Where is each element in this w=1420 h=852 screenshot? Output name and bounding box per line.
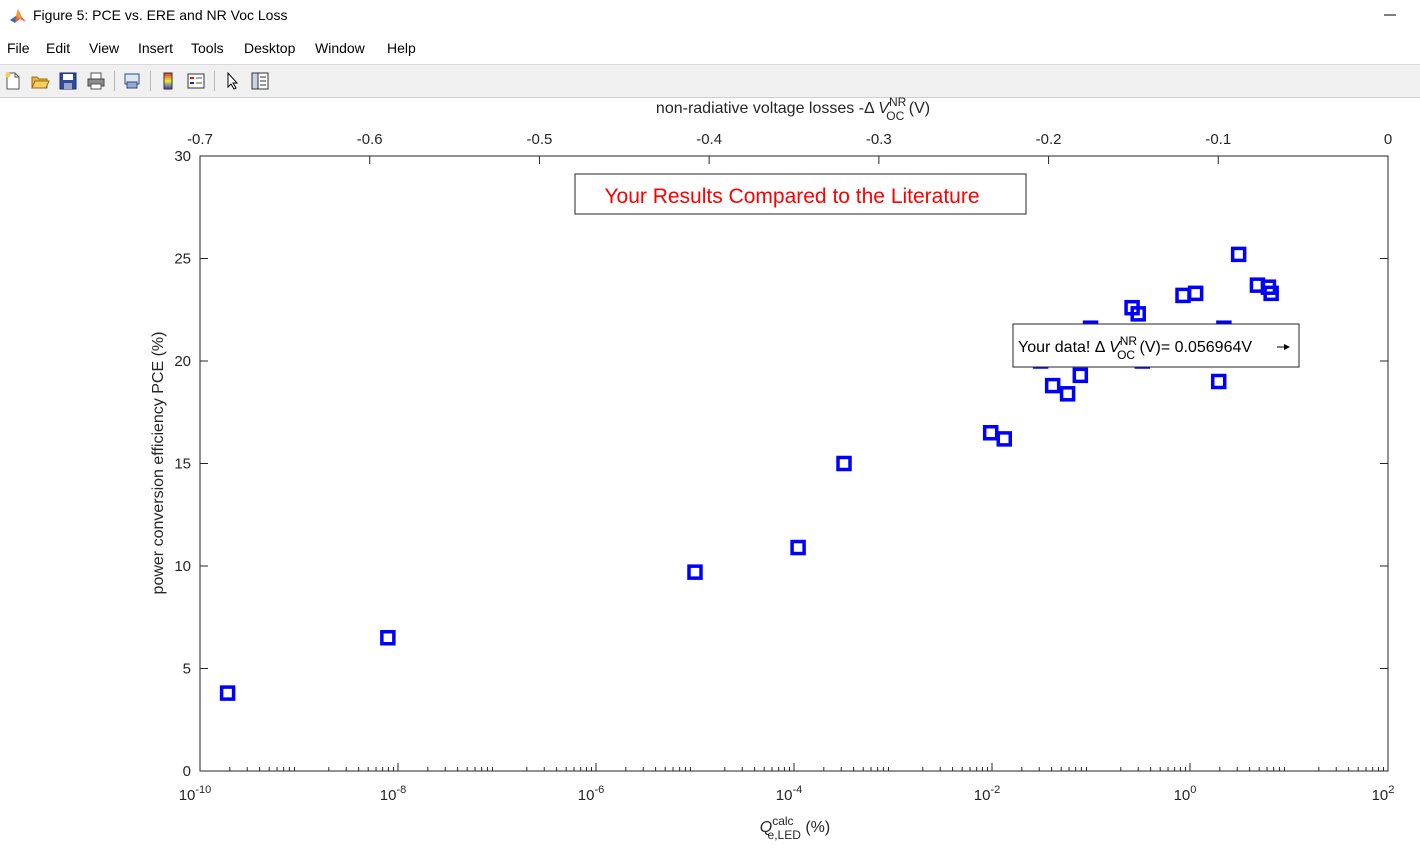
data-point xyxy=(1210,373,1227,390)
open-file-icon[interactable] xyxy=(30,71,50,91)
data-point xyxy=(1044,377,1061,394)
property-editor-icon[interactable] xyxy=(250,71,270,91)
annotation-box xyxy=(1012,323,1300,368)
save-icon[interactable] xyxy=(58,71,78,91)
data-point xyxy=(1230,246,1247,263)
menu-file[interactable]: File xyxy=(7,40,30,56)
y-tick-label: 25 xyxy=(174,251,191,268)
x-axis-ticks: 10-10 10-8 10-6 10-4 10-2 100 102 xyxy=(179,763,1395,804)
x-tick-label: 100 xyxy=(1174,784,1197,804)
annotation-arrow xyxy=(1277,344,1290,350)
data-point xyxy=(1072,367,1089,384)
x2-tick-label: 0 xyxy=(1384,131,1392,148)
data-point xyxy=(982,425,999,441)
menu-window[interactable]: Window xyxy=(315,40,365,56)
data-point xyxy=(836,455,852,472)
menu-bar: File Edit View Insert Tools Desktop Wind… xyxy=(0,38,1420,60)
x2-tick-label: -0.6 xyxy=(357,131,383,148)
data-point xyxy=(219,685,236,701)
data-point xyxy=(380,630,396,646)
data-point xyxy=(1175,287,1191,304)
menu-tools[interactable]: Tools xyxy=(191,40,224,56)
x-tick-label: 10-2 xyxy=(974,784,1000,804)
print-icon[interactable] xyxy=(86,71,106,91)
menu-edit[interactable]: Edit xyxy=(46,40,71,56)
menu-desktop[interactable]: Desktop xyxy=(244,40,296,56)
y-tick-label: 10 xyxy=(174,558,191,575)
toolbar-separator xyxy=(114,71,115,91)
toolbar-separator xyxy=(150,71,151,91)
menu-insert[interactable]: Insert xyxy=(138,40,174,56)
x2-tick-label: -0.5 xyxy=(526,131,552,148)
minimize-icon[interactable] xyxy=(1372,0,1408,30)
data-point xyxy=(996,431,1013,447)
x2-tick-label: -0.4 xyxy=(696,131,722,148)
y-tick-label: 0 xyxy=(183,763,191,780)
x2-axis-ticks: -0.7 -0.6 -0.5 -0.4 -0.3 -0.2 -0.1 0 xyxy=(187,131,1392,164)
data-point xyxy=(1130,306,1146,322)
x-tick-label: 102 xyxy=(1372,784,1395,804)
x2-tick-label: -0.1 xyxy=(1205,131,1231,148)
x2-tick-label: -0.2 xyxy=(1036,131,1062,148)
legend-icon[interactable] xyxy=(186,71,206,91)
data-point xyxy=(790,539,806,556)
print-preview-icon[interactable] xyxy=(122,71,142,91)
chart-title: Your Results Compared to the Literature xyxy=(604,185,979,208)
data-point xyxy=(687,564,703,580)
x-tick-label: 10-6 xyxy=(578,784,604,804)
y-axis-label: power conversion efficiency PCE (%) xyxy=(150,332,167,595)
matlab-logo-icon xyxy=(10,9,26,23)
select-arrow-icon[interactable] xyxy=(222,71,242,91)
annotation-text: Your data! Δ VNR OC (V)= 0.056964V xyxy=(1018,334,1252,362)
x-tick-label: 10-10 xyxy=(179,784,212,804)
x-tick-label: 10-8 xyxy=(380,784,406,804)
toolbar-separator xyxy=(214,71,215,91)
scatter-markers xyxy=(219,246,1299,701)
x2-axis-label: non-radiative voltage losses -Δ VNR OC (V… xyxy=(656,97,930,123)
y-tick-label: 15 xyxy=(174,456,191,473)
y-axis-ticks: 0 5 10 15 20 25 30 xyxy=(174,148,1388,780)
axes-box xyxy=(199,155,1389,772)
data-point xyxy=(1263,285,1279,302)
colorbar-icon[interactable] xyxy=(158,71,178,91)
window-title: Figure 5: PCE vs. ERE and NR Voc Loss xyxy=(33,7,288,23)
menu-help[interactable]: Help xyxy=(387,40,416,56)
data-point xyxy=(1187,285,1204,302)
new-figure-icon[interactable] xyxy=(3,71,23,91)
x-axis-label: Qcalc e,LED (%) xyxy=(760,814,830,842)
data-point xyxy=(1059,386,1076,402)
x-tick-label: 10-4 xyxy=(776,784,802,804)
x2-tick-label: -0.3 xyxy=(866,131,892,148)
menu-view[interactable]: View xyxy=(89,40,120,56)
y-tick-label: 5 xyxy=(183,661,191,678)
x2-tick-label: -0.7 xyxy=(187,131,213,148)
window-titlebar: Figure 5: PCE vs. ERE and NR Voc Loss xyxy=(0,0,1420,32)
figure-toolbar xyxy=(0,64,1420,98)
figure-canvas: non-radiative voltage losses -Δ VNR OC (V… xyxy=(150,97,1395,842)
chart-title-box xyxy=(574,173,1027,215)
y-tick-label: 30 xyxy=(174,148,191,165)
y-tick-label: 20 xyxy=(174,353,191,370)
